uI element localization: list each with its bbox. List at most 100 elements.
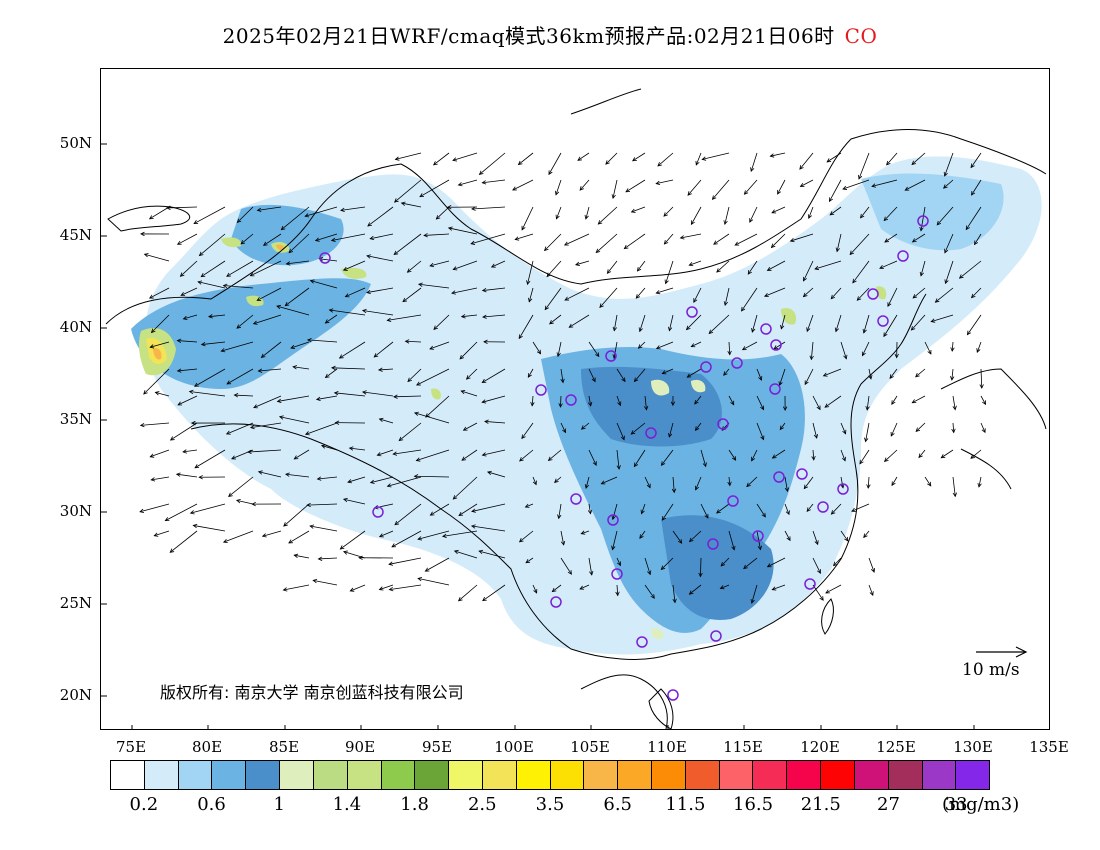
wind-arrow bbox=[751, 449, 758, 461]
wind-arrow bbox=[772, 449, 786, 459]
wind-arrow-head bbox=[600, 480, 606, 485]
wind-arrow bbox=[177, 368, 198, 372]
wind-arrow bbox=[689, 530, 702, 542]
wind-arrow-head bbox=[481, 180, 487, 185]
wind-arrow-head bbox=[344, 293, 350, 298]
wind-arrow-head bbox=[958, 274, 964, 279]
wind-arrow-head bbox=[789, 237, 795, 243]
wind-arrow-head bbox=[198, 475, 203, 480]
wind-arrow-head bbox=[912, 294, 918, 299]
wind-arrow bbox=[632, 152, 646, 162]
wind-arrow bbox=[453, 476, 478, 500]
wind-arrow-head bbox=[526, 280, 531, 286]
wind-arrow bbox=[401, 202, 422, 208]
wind-arrow bbox=[668, 422, 674, 438]
wind-arrow bbox=[313, 579, 338, 586]
wind-arrow-head bbox=[533, 588, 538, 594]
wind-arrow-head bbox=[358, 555, 363, 560]
city-marker bbox=[686, 306, 698, 318]
city-marker bbox=[700, 361, 712, 373]
city-marker bbox=[707, 538, 719, 550]
city-marker bbox=[917, 215, 929, 227]
wind-arrow-head bbox=[688, 590, 694, 595]
wind-arrow-head bbox=[285, 261, 291, 266]
wind-arrow bbox=[924, 341, 932, 355]
wind-arrow bbox=[177, 395, 198, 406]
wind-arrow-head bbox=[423, 233, 428, 238]
wind-arrow bbox=[518, 152, 534, 165]
wind-arrow bbox=[840, 530, 849, 542]
wind-arrow bbox=[223, 285, 254, 289]
wind-arrow-head bbox=[557, 514, 562, 520]
wind-arrow bbox=[560, 422, 566, 433]
wind-arrow-head bbox=[723, 301, 728, 307]
wind-arrow bbox=[169, 530, 198, 553]
lon-label: 115E bbox=[723, 738, 763, 756]
wind-arrow-head bbox=[640, 509, 645, 515]
wind-arrow-head bbox=[343, 550, 348, 555]
wind-arrow-head bbox=[814, 540, 819, 546]
wind-arrow-head bbox=[758, 376, 763, 381]
wind-arrow-head bbox=[635, 294, 641, 299]
wind-arrow bbox=[803, 287, 814, 297]
wind-arrow bbox=[189, 391, 226, 397]
wind-arrow bbox=[612, 530, 618, 550]
wind-arrow-head bbox=[548, 170, 553, 176]
wind-arrow-head bbox=[388, 586, 394, 592]
wind-arrow bbox=[236, 499, 254, 505]
wind-arrow-head bbox=[330, 237, 336, 242]
wind-arrow bbox=[970, 152, 982, 168]
wind-arrow-head bbox=[966, 330, 972, 336]
wind-arrow bbox=[544, 287, 562, 310]
wind-arrow-head bbox=[723, 220, 728, 226]
wind-arrow-head bbox=[460, 389, 466, 395]
wind-arrow bbox=[616, 422, 625, 440]
legend-swatch bbox=[347, 761, 382, 789]
wind-arrow bbox=[307, 339, 338, 343]
wind-arrow-head bbox=[889, 374, 894, 379]
wind-arrow bbox=[644, 395, 647, 410]
wind-arrow-head bbox=[807, 214, 812, 220]
wind-arrow-head bbox=[830, 510, 836, 515]
wind-arrow bbox=[471, 525, 506, 532]
wind-arrow bbox=[430, 503, 450, 516]
copyright-text: 版权所有: 南京大学 南京创蓝科技有限公司 bbox=[160, 683, 464, 702]
wind-arrow-head bbox=[148, 294, 154, 299]
city-marker bbox=[611, 568, 623, 580]
wind-arrow-head bbox=[751, 456, 756, 462]
wind-arrow bbox=[664, 233, 674, 245]
wind-arrow-head bbox=[486, 470, 492, 475]
wind-arrow-head bbox=[731, 456, 737, 461]
wind-arrow-head bbox=[261, 533, 267, 538]
wind-arrow bbox=[915, 368, 926, 378]
wind-arrow-head bbox=[863, 533, 868, 539]
wind-arrow-head bbox=[544, 305, 549, 311]
wind-arrow-head bbox=[568, 323, 574, 328]
wind-arrow-head bbox=[911, 238, 917, 243]
wind-arrow-head bbox=[685, 325, 691, 331]
wind-arrow-head bbox=[512, 186, 517, 191]
wind-arrow-head bbox=[974, 240, 979, 246]
legend-label: 11.5 bbox=[665, 794, 706, 815]
wind-arrow-head bbox=[208, 314, 213, 319]
legend-label: 6.5 bbox=[603, 794, 633, 815]
wind-arrow bbox=[744, 179, 758, 195]
wind-arrow bbox=[712, 179, 730, 200]
wind-arrow bbox=[665, 260, 674, 284]
wind-arrow-head bbox=[451, 290, 456, 295]
wind-arrow-head bbox=[177, 401, 183, 406]
lon-label: 90E bbox=[344, 738, 376, 756]
wind-arrow-head bbox=[433, 325, 438, 331]
wind-arrow bbox=[812, 584, 824, 601]
wind-arrow bbox=[170, 422, 198, 441]
wind-arrow-head bbox=[465, 375, 471, 380]
wind-arrow bbox=[849, 233, 870, 255]
wind-arrow bbox=[689, 260, 702, 266]
wind-arrow-head bbox=[253, 404, 258, 409]
wind-arrow bbox=[634, 449, 646, 467]
wind-arrow bbox=[663, 206, 674, 217]
wind-arrow-head bbox=[829, 211, 835, 216]
legend-swatch bbox=[246, 761, 281, 789]
wind-arrow bbox=[581, 422, 590, 430]
wind-arrow-head bbox=[406, 268, 412, 273]
